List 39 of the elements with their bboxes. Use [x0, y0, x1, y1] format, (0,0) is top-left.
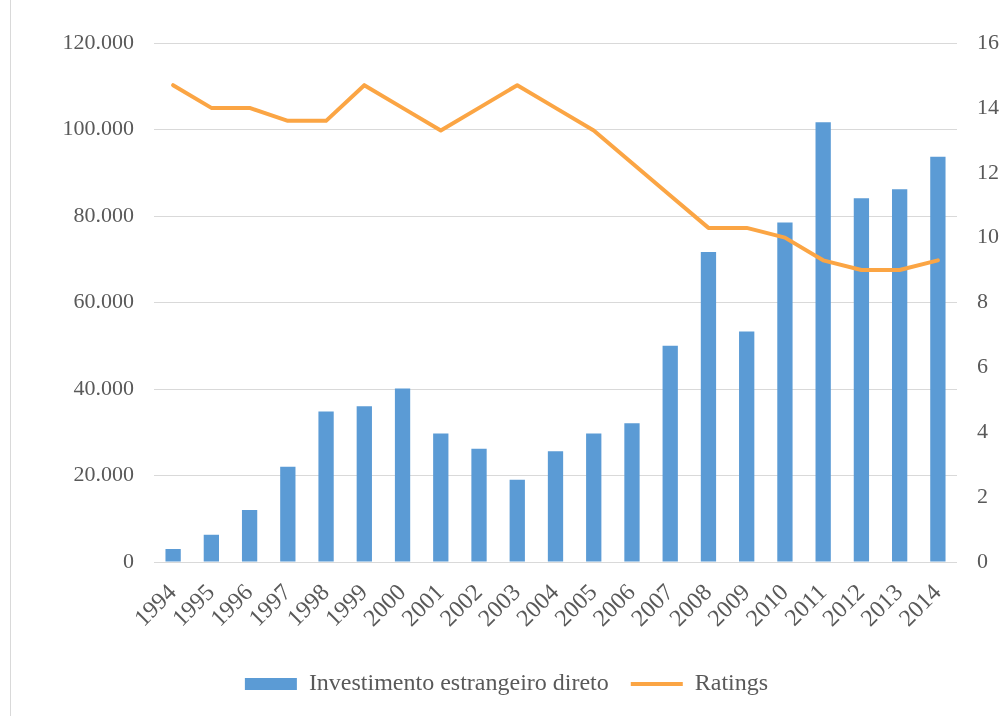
y-tick-label: 120.000 [62, 28, 134, 54]
y2-tick-label: 2 [977, 482, 988, 508]
bar [624, 423, 640, 562]
bar [586, 433, 602, 562]
bar [433, 433, 449, 562]
bar [509, 479, 525, 562]
y-tick-label: 60.000 [73, 288, 134, 314]
y-tick-label: 20.000 [73, 461, 134, 487]
bar [739, 331, 755, 562]
y2-tick-label: 14 [977, 93, 999, 119]
y-tick-label: 0 [123, 547, 134, 573]
bar [203, 534, 220, 562]
y2-tick-label: 10 [977, 223, 999, 249]
bar [318, 411, 334, 562]
y2-tick-label: 12 [977, 158, 999, 184]
y2-tick-label: 8 [977, 288, 988, 314]
y2-tick-label: 6 [977, 353, 988, 379]
bar [547, 451, 564, 562]
bar [700, 251, 717, 562]
bar [241, 510, 258, 562]
bar [356, 406, 372, 562]
bar [930, 156, 946, 562]
bar [280, 466, 296, 562]
legend-label: Investimento estrangeiro direto [308, 669, 609, 696]
y-tick-label: 40.000 [73, 374, 134, 400]
bar [471, 448, 487, 562]
y2-tick-label: 0 [977, 547, 988, 573]
y-tick-label: 80.000 [73, 201, 134, 227]
bar [777, 222, 793, 562]
bar [853, 198, 870, 562]
legend-label: Ratings [694, 669, 769, 696]
bar [394, 388, 411, 562]
y2-tick-label: 4 [977, 418, 988, 444]
bar [892, 189, 908, 562]
bar [165, 549, 181, 562]
y-tick-label: 100.000 [62, 115, 134, 141]
bar [815, 122, 831, 562]
y2-tick-label: 16 [977, 28, 999, 54]
bar [662, 345, 678, 562]
